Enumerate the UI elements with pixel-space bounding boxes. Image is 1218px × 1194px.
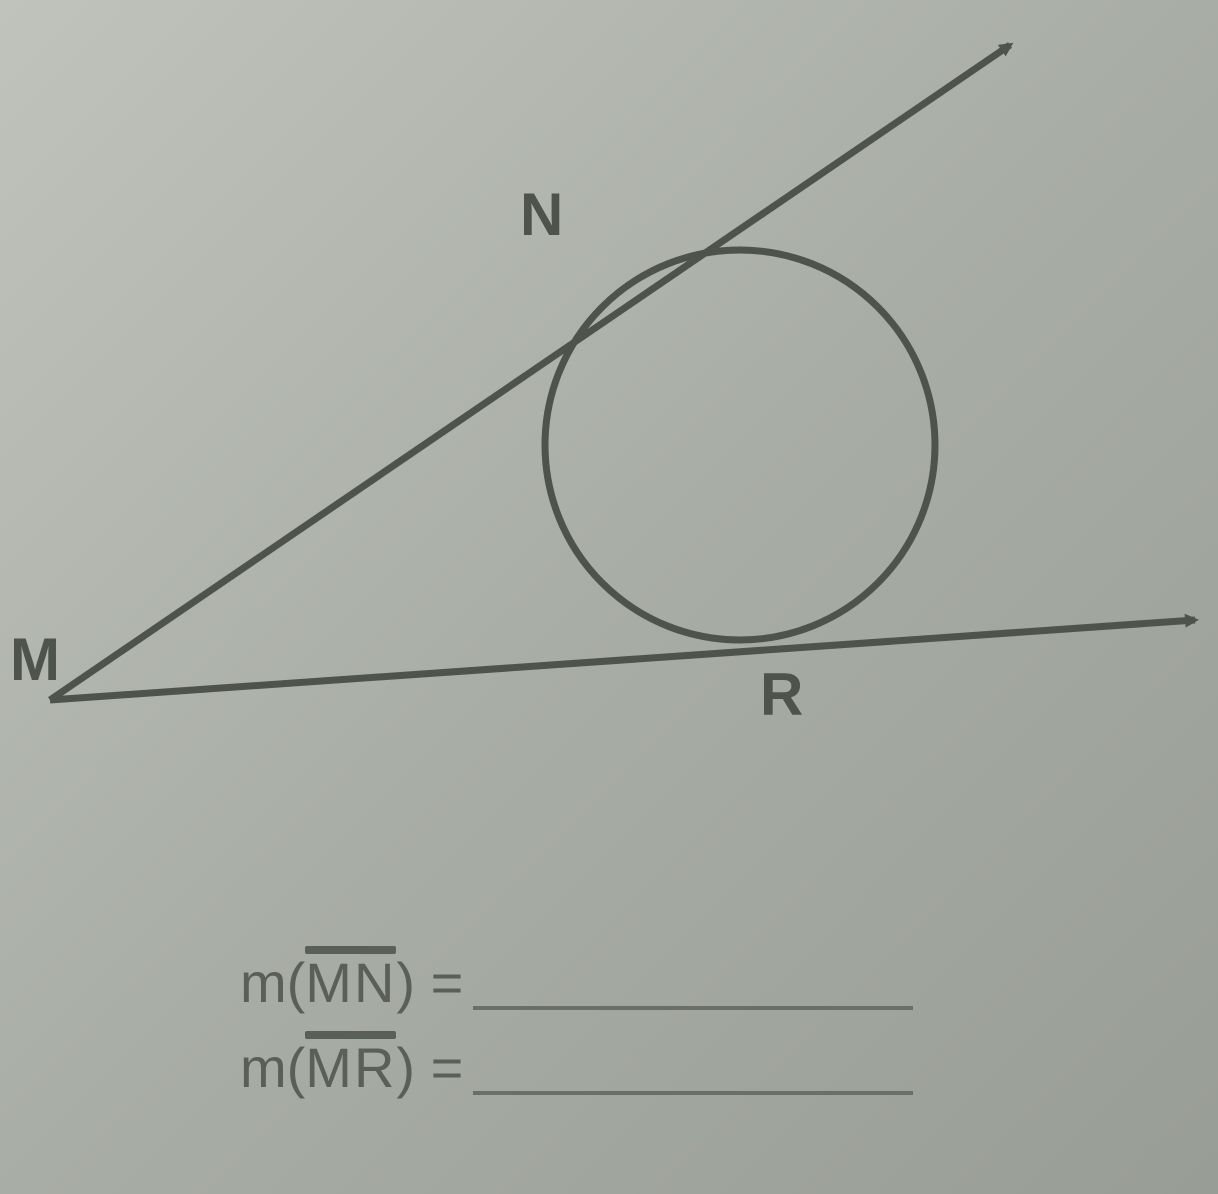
question-mn: m(MN) = — [240, 950, 1140, 1015]
diagram-svg — [0, 0, 1218, 800]
q1-segment: MN — [305, 950, 396, 1015]
tangent-mn — [50, 45, 1010, 700]
geometry-diagram: M N R — [0, 0, 1218, 800]
tangent-mr — [50, 620, 1195, 700]
q2-suffix: ) = — [396, 1035, 463, 1100]
measure-mn-label: m(MN) = — [240, 950, 463, 1015]
blank-mr[interactable] — [473, 1091, 913, 1095]
measure-mr-label: m(MR) = — [240, 1035, 463, 1100]
q1-prefix: m( — [240, 950, 305, 1015]
label-n: N — [520, 180, 563, 249]
label-r: R — [760, 660, 803, 729]
q2-segment: MR — [305, 1035, 396, 1100]
blank-mn[interactable] — [473, 1006, 913, 1010]
label-m: M — [10, 625, 60, 694]
q1-suffix: ) = — [396, 950, 463, 1015]
questions-block: m(MN) = m(MR) = — [240, 950, 1140, 1120]
q2-prefix: m( — [240, 1035, 305, 1100]
circle — [545, 250, 935, 640]
question-mr: m(MR) = — [240, 1035, 1140, 1100]
